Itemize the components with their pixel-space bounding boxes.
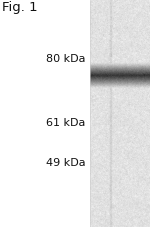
Text: 61 kDa: 61 kDa <box>46 118 86 128</box>
Text: 80 kDa: 80 kDa <box>46 54 86 64</box>
Text: Fig. 1: Fig. 1 <box>2 1 37 14</box>
Text: 49 kDa: 49 kDa <box>46 158 86 168</box>
